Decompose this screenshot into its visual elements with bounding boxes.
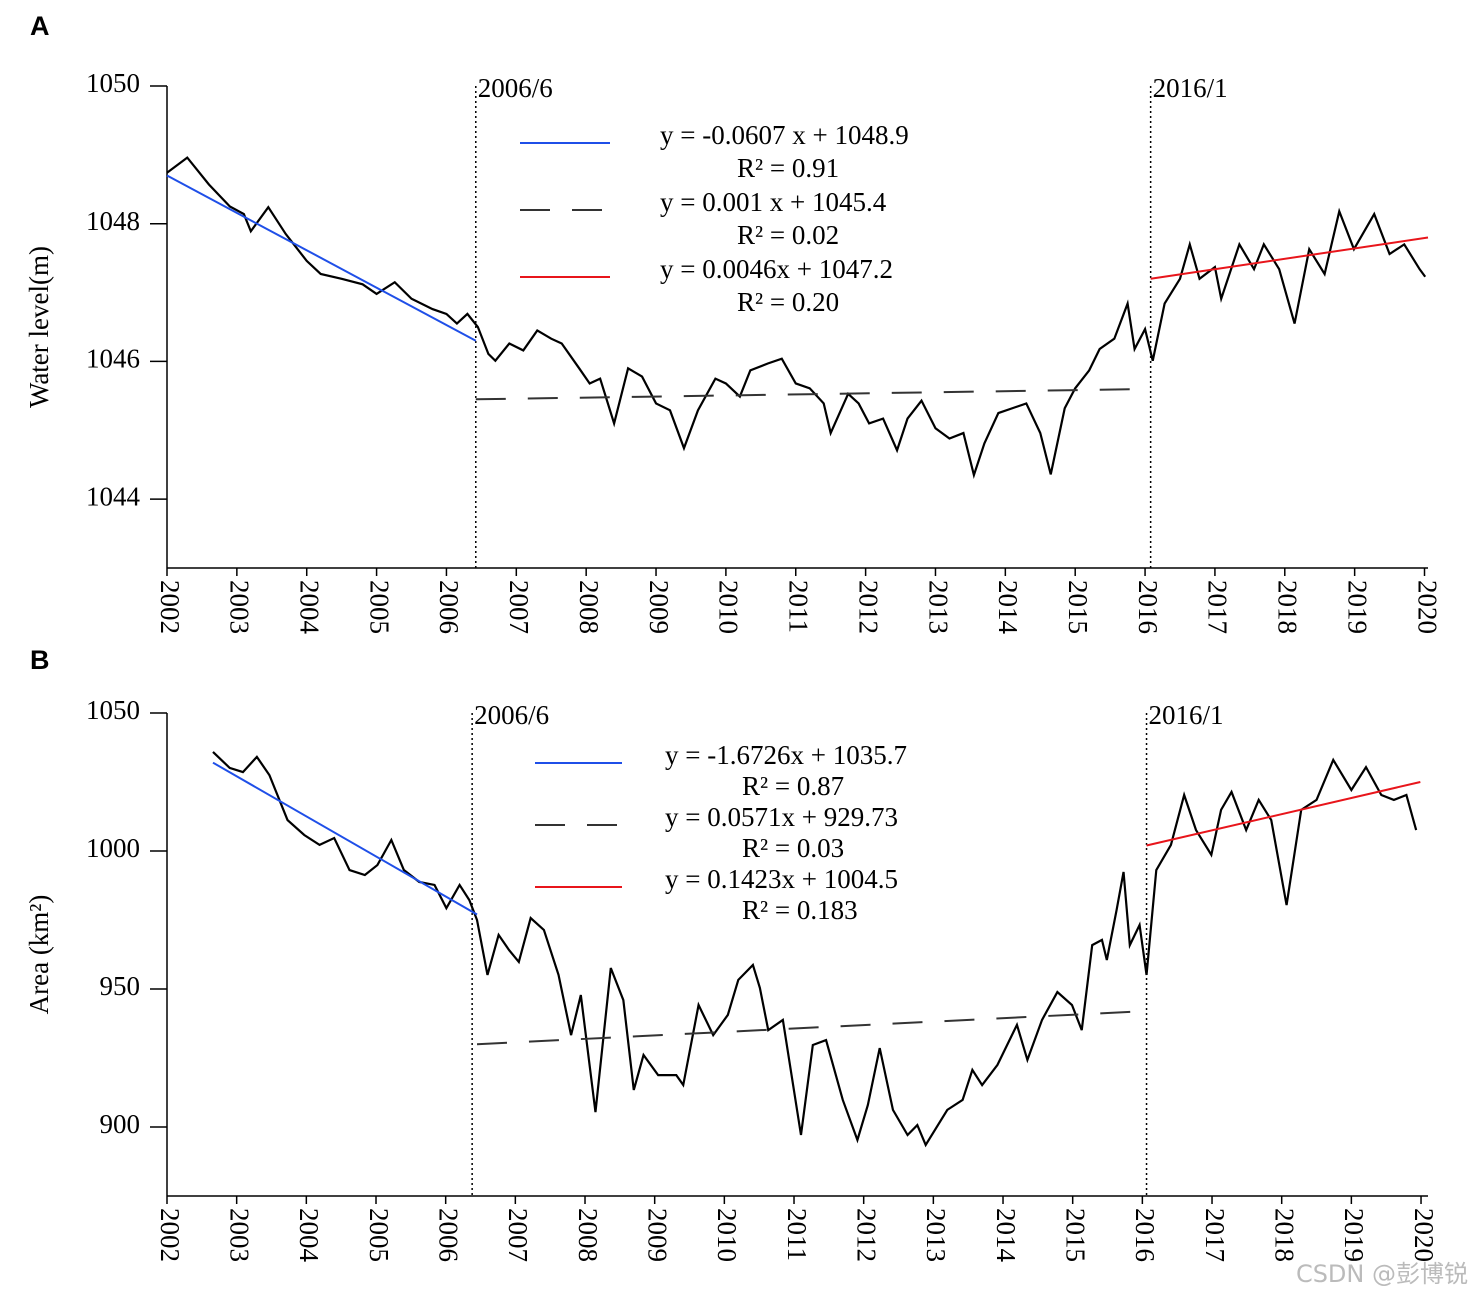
legend-r2: R² = 0.91 bbox=[737, 153, 839, 183]
x-tick-label: 2003 bbox=[224, 1208, 254, 1262]
panel-label: A bbox=[30, 11, 50, 41]
y-tick-label: 1000 bbox=[86, 833, 140, 863]
x-tick-label: 2018 bbox=[1269, 1208, 1299, 1262]
x-tick-label: 2002 bbox=[155, 1208, 185, 1262]
x-tick-label: 2020 bbox=[1412, 580, 1442, 634]
x-tick-label: 2014 bbox=[991, 1208, 1021, 1263]
x-tick-label: 2012 bbox=[851, 1208, 881, 1262]
x-tick-label: 2019 bbox=[1342, 580, 1372, 634]
annotation: 2016/1 bbox=[1153, 73, 1228, 103]
x-tick-label: 2007 bbox=[504, 580, 534, 634]
trend-line bbox=[1146, 781, 1421, 847]
y-tick-label: 1048 bbox=[86, 206, 140, 236]
y-tick-label: 1044 bbox=[86, 481, 141, 511]
x-tick-label: 2016 bbox=[1133, 580, 1163, 634]
watermark: CSDN @彭博锐 bbox=[1296, 1260, 1468, 1288]
y-tick-label: 1050 bbox=[86, 68, 140, 98]
trend-line bbox=[1150, 236, 1429, 280]
legend-r2: R² = 0.02 bbox=[737, 220, 839, 250]
x-tick-label: 2011 bbox=[784, 580, 814, 633]
legend-r2: R² = 0.87 bbox=[742, 771, 844, 801]
legend-equation: y = -0.0607 x + 1048.9 bbox=[660, 120, 909, 150]
y-axis-label: Area (km²) bbox=[24, 895, 54, 1015]
x-tick-label: 2004 bbox=[295, 580, 325, 635]
y-axis-label: Water level(m) bbox=[24, 246, 54, 408]
x-tick-label: 2014 bbox=[993, 580, 1023, 635]
annotation: 2006/6 bbox=[474, 700, 549, 730]
y-tick-label: 1050 bbox=[86, 695, 140, 725]
data-line bbox=[212, 751, 1418, 1148]
x-tick-label: 2005 bbox=[364, 580, 394, 634]
legend-equation: y = 0.001 x + 1045.4 bbox=[660, 187, 887, 217]
x-tick-label: 2004 bbox=[294, 1208, 324, 1263]
legend-r2: R² = 0.183 bbox=[742, 895, 858, 925]
x-tick-label: 2003 bbox=[225, 580, 255, 634]
x-tick-label: 2020 bbox=[1409, 1208, 1439, 1262]
x-tick-label: 2006 bbox=[433, 1208, 463, 1262]
legend-equation: y = 0.0046x + 1047.2 bbox=[660, 254, 893, 284]
legend-equation: y = -1.6726x + 1035.7 bbox=[665, 740, 907, 770]
x-tick-label: 2007 bbox=[503, 1208, 533, 1262]
x-tick-label: 2013 bbox=[921, 1208, 951, 1262]
x-tick-label: 2005 bbox=[364, 1208, 394, 1262]
x-tick-label: 2016 bbox=[1130, 1208, 1160, 1262]
y-tick-label: 900 bbox=[100, 1109, 141, 1139]
panel-label: B bbox=[30, 645, 50, 675]
legend-equation: y = 0.1423x + 1004.5 bbox=[665, 864, 898, 894]
trend-line bbox=[475, 387, 1151, 401]
x-tick-label: 2012 bbox=[853, 580, 883, 634]
y-tick-label: 1046 bbox=[86, 344, 140, 374]
x-tick-label: 2006 bbox=[434, 580, 464, 634]
x-tick-label: 2002 bbox=[155, 580, 185, 634]
x-tick-label: 2018 bbox=[1273, 580, 1303, 634]
legend-equation: y = 0.0571x + 929.73 bbox=[665, 802, 898, 832]
x-tick-label: 2010 bbox=[714, 580, 744, 634]
trend-line bbox=[476, 1010, 1147, 1046]
x-tick-label: 2009 bbox=[644, 580, 674, 634]
annotation: 2016/1 bbox=[1149, 700, 1224, 730]
x-tick-label: 2019 bbox=[1339, 1208, 1369, 1262]
annotation: 2006/6 bbox=[478, 73, 553, 103]
y-tick-label: 950 bbox=[100, 971, 141, 1001]
x-tick-label: 2015 bbox=[1063, 580, 1093, 634]
legend-r2: R² = 0.20 bbox=[737, 287, 839, 317]
x-tick-label: 2008 bbox=[573, 1208, 603, 1262]
trend-line bbox=[166, 174, 477, 342]
x-tick-label: 2008 bbox=[574, 580, 604, 634]
x-tick-label: 2010 bbox=[712, 1208, 742, 1262]
legend-r2: R² = 0.03 bbox=[742, 833, 844, 863]
x-tick-label: 2009 bbox=[642, 1208, 672, 1262]
x-tick-label: 2011 bbox=[782, 1208, 812, 1261]
x-tick-label: 2013 bbox=[923, 580, 953, 634]
x-tick-label: 2017 bbox=[1200, 1208, 1230, 1262]
x-tick-label: 2017 bbox=[1203, 580, 1233, 634]
x-tick-label: 2015 bbox=[1060, 1208, 1090, 1262]
trend-line bbox=[212, 761, 478, 916]
